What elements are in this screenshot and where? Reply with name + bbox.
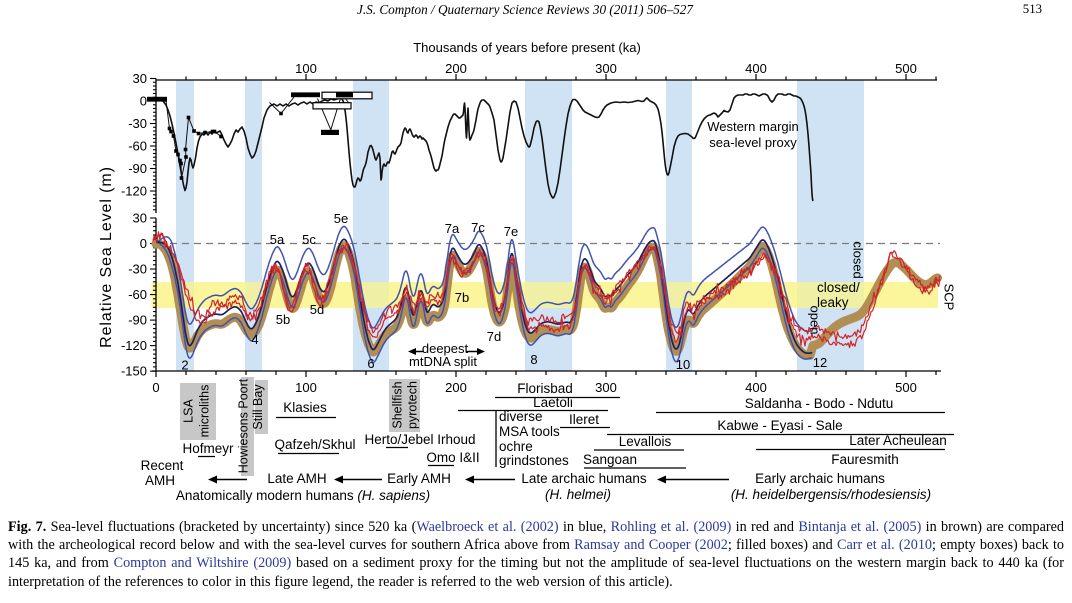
- svg-text:Still Bay: Still Bay: [251, 384, 265, 430]
- svg-text:-150: -150: [121, 364, 147, 379]
- svg-text:Klasies: Klasies: [283, 400, 327, 415]
- svg-text:-90: -90: [128, 313, 147, 328]
- svg-text:5b: 5b: [276, 312, 290, 327]
- svg-text:Florisbad: Florisbad: [517, 381, 573, 396]
- svg-text:5c: 5c: [302, 232, 316, 247]
- svg-text:7c: 7c: [471, 220, 485, 235]
- svg-text:-30: -30: [128, 262, 147, 277]
- svg-text:Relative Sea Level (m): Relative Sea Level (m): [98, 166, 115, 348]
- svg-text:leaky: leaky: [817, 295, 849, 310]
- svg-text:Late archaic humans: Late archaic humans: [521, 471, 647, 486]
- svg-text:sea-level proxy: sea-level proxy: [709, 135, 797, 150]
- svg-text:Western margin: Western margin: [707, 119, 799, 134]
- svg-text:-90: -90: [128, 161, 147, 176]
- svg-text:5d: 5d: [310, 302, 324, 317]
- svg-text:closed: closed: [851, 241, 866, 279]
- svg-text:500: 500: [895, 380, 917, 395]
- svg-text:0: 0: [152, 380, 159, 395]
- svg-text:10: 10: [676, 357, 690, 372]
- svg-text:grindstones: grindstones: [499, 453, 569, 468]
- svg-text:4: 4: [251, 332, 258, 347]
- svg-text:500: 500: [895, 61, 917, 76]
- svg-text:mtDNA split: mtDNA split: [409, 354, 477, 369]
- svg-text:Herto/Jebel Irhoud: Herto/Jebel Irhoud: [364, 432, 475, 447]
- svg-text:0: 0: [140, 236, 147, 251]
- svg-text:7e: 7e: [504, 224, 518, 239]
- svg-text:diverse: diverse: [499, 409, 543, 424]
- svg-text:Howiesons Poort: Howiesons Poort: [237, 378, 251, 473]
- svg-text:12: 12: [813, 355, 827, 370]
- svg-text:pyrotech: pyrotech: [406, 381, 420, 429]
- svg-text:Early AMH: Early AMH: [387, 471, 451, 486]
- svg-text:Shellfish: Shellfish: [391, 381, 405, 428]
- svg-text:-30: -30: [128, 116, 147, 131]
- svg-text:7b: 7b: [455, 290, 469, 305]
- svg-text:Late AMH: Late AMH: [267, 471, 326, 486]
- svg-text:2: 2: [181, 358, 188, 373]
- svg-text:Sangoan: Sangoan: [583, 452, 637, 467]
- svg-text:300: 300: [595, 380, 617, 395]
- svg-text:-60: -60: [128, 287, 147, 302]
- svg-text:deepest: deepest: [422, 341, 469, 356]
- svg-text:100: 100: [295, 380, 317, 395]
- svg-text:300: 300: [595, 61, 617, 76]
- svg-text:30: 30: [133, 211, 147, 226]
- svg-text:400: 400: [745, 61, 767, 76]
- svg-text:-120: -120: [121, 184, 147, 199]
- svg-text:-120: -120: [121, 338, 147, 353]
- svg-text:7a: 7a: [445, 221, 460, 236]
- svg-text:Kabwe - Eyasi - Sale: Kabwe - Eyasi - Sale: [717, 418, 842, 433]
- svg-text:MSA tools: MSA tools: [499, 424, 560, 439]
- svg-text:AMH: AMH: [145, 473, 175, 488]
- svg-text:200: 200: [445, 61, 467, 76]
- svg-text:(H. helmei): (H. helmei): [545, 487, 611, 502]
- svg-text:6: 6: [367, 356, 374, 371]
- svg-text:5e: 5e: [334, 211, 348, 226]
- svg-text:Anatomically modern humans (H.: Anatomically modern humans (H. sapiens): [176, 488, 430, 503]
- svg-text:0: 0: [140, 94, 147, 109]
- svg-text:5a: 5a: [270, 232, 285, 247]
- svg-text:Saldanha - Bodo - Ndutu: Saldanha - Bodo - Ndutu: [745, 396, 894, 411]
- svg-text:400: 400: [745, 380, 767, 395]
- svg-text:Thousands of years before pres: Thousands of years before present (ka): [413, 40, 641, 55]
- svg-text:8: 8: [530, 352, 537, 367]
- svg-text:Qafzeh/Skhul: Qafzeh/Skhul: [274, 437, 355, 452]
- svg-text:(H. heidelbergensis/rhodesiens: (H. heidelbergensis/rhodesiensis): [731, 487, 931, 502]
- svg-text:SCP: SCP: [942, 284, 957, 311]
- svg-text:Levallois: Levallois: [619, 434, 672, 449]
- svg-text:-60: -60: [128, 139, 147, 154]
- svg-text:200: 200: [445, 380, 467, 395]
- svg-text:30: 30: [133, 71, 147, 86]
- svg-text:microliths: microliths: [198, 385, 212, 438]
- svg-text:LSA: LSA: [182, 399, 196, 423]
- svg-text:Omo I&II: Omo I&II: [426, 450, 479, 465]
- svg-text:ochre: ochre: [499, 439, 533, 454]
- svg-text:open: open: [808, 306, 823, 335]
- svg-text:closed/: closed/: [817, 280, 860, 295]
- svg-text:Recent: Recent: [141, 458, 184, 473]
- svg-text:Hofmeyr: Hofmeyr: [182, 441, 234, 456]
- svg-text:7d: 7d: [487, 329, 501, 344]
- svg-text:Laetoli: Laetoli: [533, 395, 573, 410]
- svg-text:Fauresmith: Fauresmith: [831, 452, 899, 467]
- svg-text:Early archaic humans: Early archaic humans: [755, 471, 885, 486]
- svg-text:Later Acheulean: Later Acheulean: [849, 433, 947, 448]
- svg-text:Ileret: Ileret: [569, 412, 599, 427]
- svg-text:100: 100: [295, 61, 317, 76]
